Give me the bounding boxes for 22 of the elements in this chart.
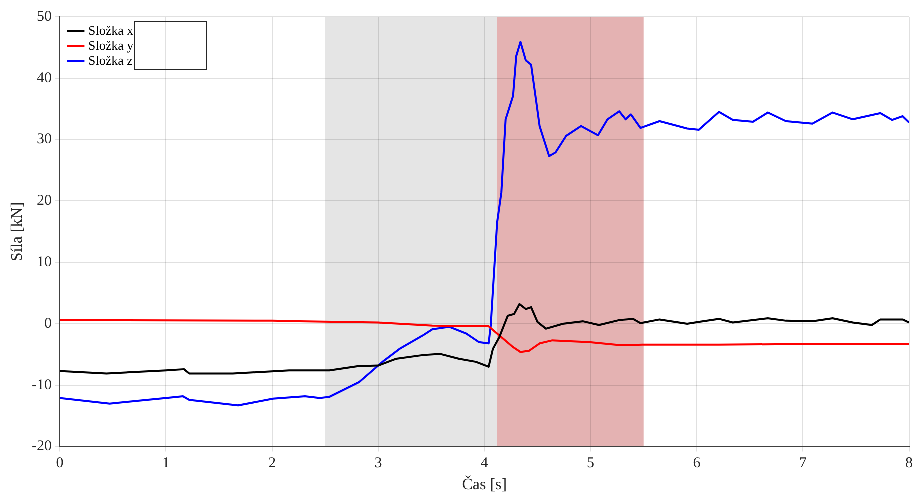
y-tick-label: 10 — [37, 254, 52, 271]
y-tick-label: 40 — [37, 70, 52, 86]
y-tick-label: 30 — [37, 132, 52, 148]
y-tick-label: -20 — [32, 438, 52, 455]
x-tick-label: 4 — [480, 456, 489, 472]
y-tick-label: 0 — [44, 316, 52, 332]
y-tick-label: -10 — [32, 377, 52, 394]
x-tick-label: 8 — [906, 456, 913, 472]
y-tick-label: 50 — [37, 8, 52, 25]
x-tick-label: 0 — [56, 456, 64, 472]
x-tick-label: 6 — [693, 456, 702, 472]
y-axis-title: Síla [kN] — [8, 202, 26, 262]
legend-label: Složka z — [88, 52, 134, 68]
x-tick-label: 3 — [374, 456, 382, 472]
x-tick-label: 1 — [162, 456, 170, 472]
legend-label: Složka y — [88, 38, 134, 53]
y-tick-label: 20 — [37, 193, 52, 210]
x-tick-label: 7 — [799, 456, 808, 472]
x-axis-title: Čas [s] — [462, 476, 508, 494]
legend-label: Složka x — [88, 22, 134, 38]
x-tick-label: 5 — [587, 456, 595, 472]
x-tick-label: 2 — [268, 456, 276, 472]
